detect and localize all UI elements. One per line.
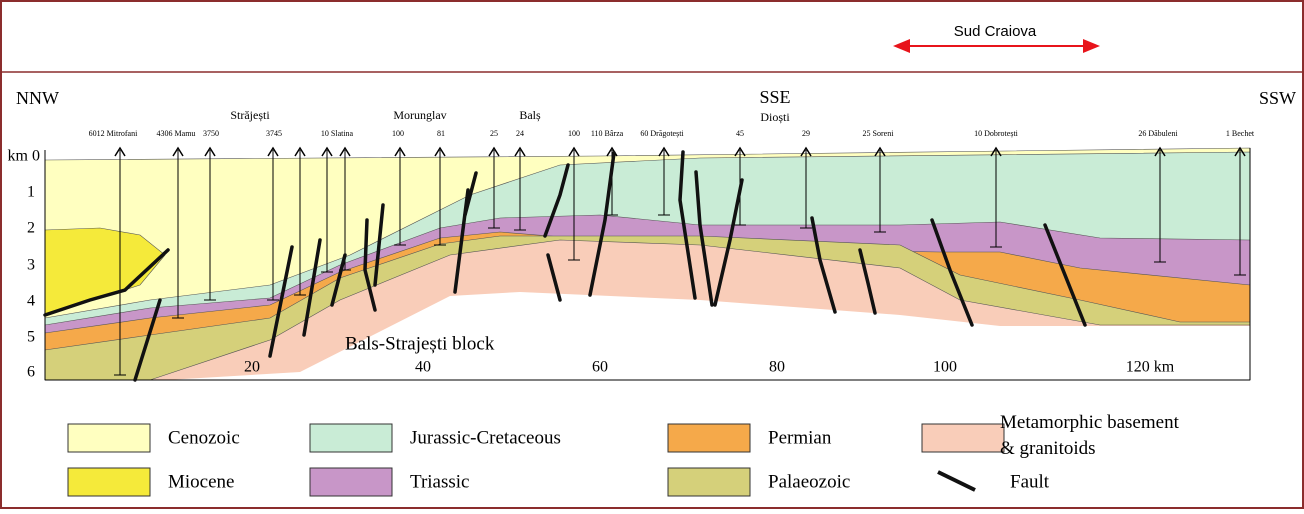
well-label: 4306 Mamu xyxy=(157,129,196,138)
direction-label: NNW xyxy=(16,88,59,108)
legend-swatch xyxy=(310,468,392,496)
well-label: 81 xyxy=(437,129,445,138)
town-label: Dioști xyxy=(760,110,790,124)
legend-label: Miocene xyxy=(168,471,234,492)
diagram: Sud Craiova km 012345620406080100120 kmB… xyxy=(0,0,1304,509)
distance-label: 60 xyxy=(592,359,608,376)
block-label: Bals-Strajești block xyxy=(345,333,495,354)
cross-section xyxy=(45,148,1250,381)
well-label: 3745 xyxy=(266,129,282,138)
legend-swatch xyxy=(922,424,1004,452)
distance-label: 20 xyxy=(244,359,260,376)
legend-swatch xyxy=(668,424,750,452)
well-label: 100 xyxy=(568,129,580,138)
legend-swatch xyxy=(68,468,150,496)
legend-label: Jurassic-Cretaceous xyxy=(410,427,561,448)
direction-label: SSW xyxy=(1259,88,1296,108)
depth-label: km 0 xyxy=(8,148,40,165)
legend-label: Permian xyxy=(768,427,832,448)
depth-label: 5 xyxy=(27,329,35,346)
well-label: 1 Bechet xyxy=(1226,129,1255,138)
well-label: 45 xyxy=(736,129,744,138)
legend-swatch xyxy=(310,424,392,452)
direction-label: SSE xyxy=(759,87,790,107)
distance-label: 40 xyxy=(415,359,431,376)
region-label: Sud Craiova xyxy=(954,23,1037,40)
well-label: 10 Dobrotești xyxy=(974,129,1019,138)
well-label: 100 xyxy=(392,129,404,138)
well-label: 110 Bârza xyxy=(591,129,624,138)
legend-label: Fault xyxy=(1010,471,1050,492)
depth-label: 4 xyxy=(27,293,35,310)
legend-label: Palaeozoic xyxy=(768,471,850,492)
distance-label: 100 xyxy=(933,359,957,376)
well-label: 3750 xyxy=(203,129,219,138)
well-label: 29 xyxy=(802,129,810,138)
depth-label: 1 xyxy=(27,184,35,201)
depth-label: 6 xyxy=(27,364,35,381)
distance-label: 120 km xyxy=(1126,359,1175,376)
well-label: 6012 Mitrofani xyxy=(89,129,138,138)
distance-label: 80 xyxy=(769,359,785,376)
legend-swatch xyxy=(668,468,750,496)
town-label: Balș xyxy=(519,108,541,122)
town-label: Străjești xyxy=(230,108,270,122)
well-label: 25 Soreni xyxy=(863,129,895,138)
well-label: 10 Slatina xyxy=(321,129,354,138)
legend-swatch xyxy=(68,424,150,452)
legend-label: Triassic xyxy=(410,471,469,492)
depth-label: 2 xyxy=(27,220,35,237)
well-label: 25 xyxy=(490,129,498,138)
well-label: 26 Dăbuleni xyxy=(1138,129,1178,138)
town-label: Morunglav xyxy=(393,108,446,122)
well-label: 60 Drăgotești xyxy=(640,129,684,138)
depth-label: 3 xyxy=(27,257,35,274)
legend-label: Cenozoic xyxy=(168,427,240,448)
well-label: 24 xyxy=(516,129,524,138)
